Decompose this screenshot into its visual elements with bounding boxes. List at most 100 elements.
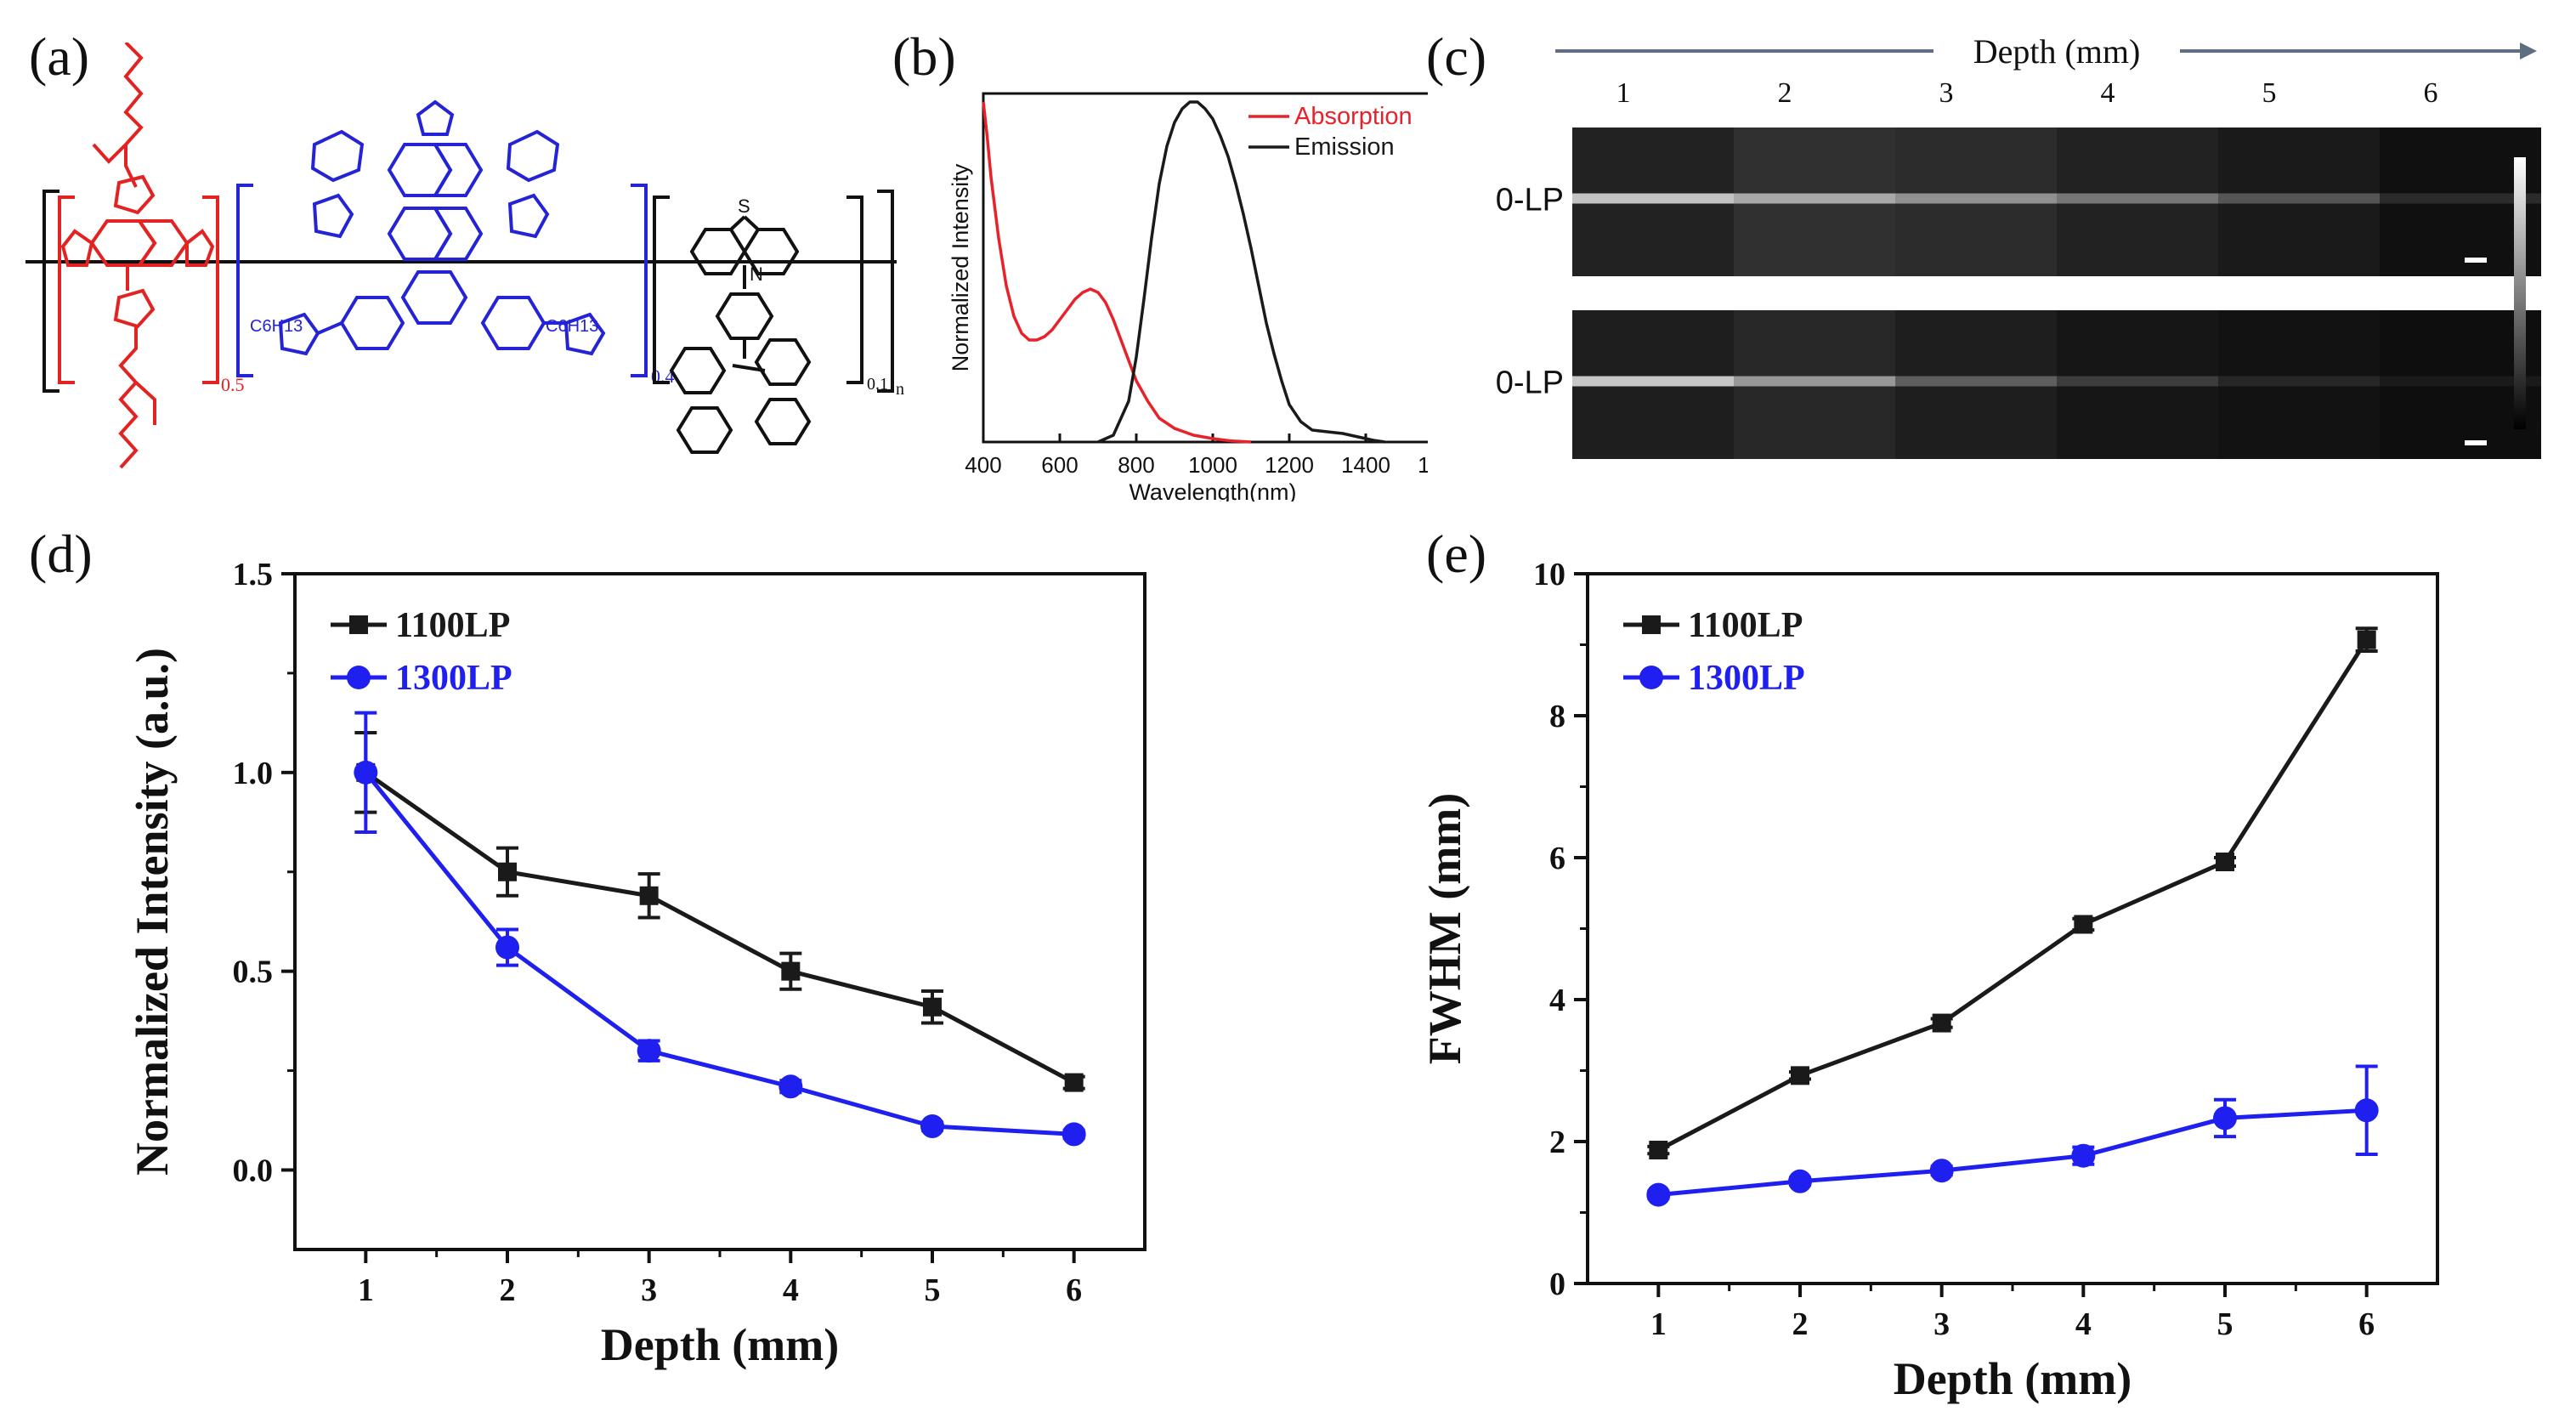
x-axis-label: Depth (mm) — [1894, 1353, 2132, 1404]
legend-label-1300lp: 1300LP — [1688, 659, 1805, 698]
glow-band-1-3 — [1895, 376, 2057, 387]
point-1100lp-2 — [1791, 1066, 1809, 1085]
y-axis-label: FWHM (mm) — [1419, 793, 1470, 1064]
x-tick-label-5: 1400 — [1341, 452, 1390, 478]
depth-arrowhead — [2520, 42, 2537, 60]
x-tick-label-6: 1600 — [1418, 452, 1428, 478]
x-tick-label-2: 3 — [1933, 1306, 1950, 1342]
glow-band-1-1 — [1572, 376, 1734, 387]
point-1300lp-5 — [920, 1114, 944, 1139]
y-tick-label-2: 1.0 — [233, 756, 274, 791]
x-tick-label-5: 6 — [2358, 1306, 2375, 1342]
point-1100lp-1 — [1649, 1141, 1668, 1160]
y-axis-label: Normalized Intensity — [948, 163, 973, 371]
colorbar-high-label: H — [2534, 157, 2541, 179]
chart-e-fwhm: 1 2 3 4 5 6 0 2 4 6 8 10 Depth (mm) FWHM (mm) 1100LP 13… — [1419, 557, 2439, 1404]
legend-label-1100lp: 1100LP — [395, 606, 510, 645]
label-c6h13-right: C6H13 — [546, 317, 598, 336]
point-1100lp-3 — [639, 886, 659, 905]
panel-label-c: (c) — [1426, 26, 1487, 87]
x-axis-label: Depth (mm) — [601, 1319, 839, 1370]
y-tick-label-1: 2 — [1549, 1125, 1565, 1160]
panel-label-e: (e) — [1426, 524, 1487, 584]
point-1300lp-3 — [637, 1039, 661, 1063]
legend-marker-1100lp — [349, 615, 368, 634]
glow-band-0-5 — [2218, 193, 2380, 204]
point-1300lp-6 — [1062, 1122, 1086, 1147]
scale-bar-0 — [2465, 258, 2487, 263]
series-line-absorption — [982, 101, 1252, 444]
x-axis-label: Wavelength(nm) — [1129, 479, 1296, 502]
x-tick-label-0: 1 — [1650, 1306, 1667, 1342]
glow-band-1-2 — [1734, 376, 1895, 387]
point-1100lp-4 — [781, 961, 801, 981]
panel-label-a: (a) — [29, 26, 90, 87]
glow-band-0-6 — [2380, 193, 2541, 204]
glow-band-1-6 — [2380, 376, 2541, 387]
legend-marker-1100lp — [1642, 615, 1661, 634]
legend-label-1100lp: 1100LP — [1688, 606, 1803, 645]
x-tick-label-4: 1200 — [1265, 452, 1314, 478]
subscript-n: n — [896, 380, 904, 399]
x-tick-label-2: 3 — [641, 1272, 657, 1308]
series-line-1300lp — [364, 771, 1074, 1136]
x-tick-label-3: 1000 — [1188, 452, 1237, 478]
depth-label-6: 6 — [2424, 77, 2438, 109]
atom-n: N — [750, 264, 763, 285]
x-tick-label-0: 1 — [358, 1272, 374, 1308]
legend-label-emission: Emission — [1294, 133, 1395, 161]
y-tick-label-0: 0.0 — [233, 1153, 274, 1188]
depth-label-3: 3 — [1939, 77, 1954, 109]
legend-label-absorption: Absorption — [1294, 103, 1413, 130]
red-monomer — [58, 42, 219, 469]
y-tick-label-3: 6 — [1549, 841, 1565, 876]
legend-marker-1300lp — [1639, 666, 1663, 689]
point-1100lp-6 — [2357, 630, 2376, 649]
point-1300lp-1 — [1646, 1182, 1671, 1207]
y-axis-label: Normalized Intensity (a.u.) — [127, 648, 178, 1176]
glow-band-0-4 — [2057, 193, 2218, 204]
colorbar-low-label: L — [2534, 418, 2541, 440]
y-tick-label-1: 0.5 — [233, 955, 274, 990]
atom-s: S — [738, 196, 750, 217]
point-1100lp-6 — [1064, 1073, 1084, 1092]
point-1300lp-2 — [495, 935, 519, 960]
point-1300lp-1 — [354, 760, 378, 785]
y-tick-label-2: 4 — [1549, 983, 1565, 1018]
row-label-1300-LP: 1300-LP — [1496, 366, 1564, 401]
panel-c-imaging: Depth (mm) 1 2 3 4 5 6 1100-LP 1300-LP H L — [1496, 32, 2541, 459]
glow-band-0-2 — [1734, 193, 1895, 204]
row-label-1100-LP: 1100-LP — [1496, 183, 1564, 218]
x-tick-label-3: 4 — [2075, 1306, 2092, 1342]
panel-label-d: (d) — [29, 524, 93, 584]
point-1100lp-2 — [498, 862, 517, 881]
x-tick-label-2: 800 — [1118, 452, 1154, 478]
depth-label-4: 4 — [2101, 77, 2115, 109]
point-1100lp-3 — [1932, 1013, 1951, 1033]
series-line-1100lp — [364, 770, 1075, 1085]
label-c6h13-left: C6H13 — [250, 317, 303, 336]
x-tick-label-3: 4 — [783, 1272, 799, 1308]
y-tick-label-3: 1.5 — [233, 557, 274, 592]
point-1300lp-5 — [2213, 1106, 2237, 1130]
x-tick-label-1: 600 — [1041, 452, 1078, 478]
colorbar — [2514, 157, 2526, 429]
subscript-0-1: 0.1 — [867, 375, 888, 394]
point-1300lp-2 — [1788, 1169, 1812, 1193]
point-1300lp-6 — [2354, 1098, 2379, 1123]
legend-label-1300lp: 1300LP — [395, 659, 512, 698]
depth-label-1: 1 — [1616, 77, 1631, 109]
series-line-emission — [1097, 100, 1385, 444]
depth-label-2: 2 — [1778, 77, 1792, 109]
scale-bar-1 — [2465, 440, 2487, 445]
x-tick-label-5: 6 — [1066, 1272, 1082, 1308]
depth-label-5: 5 — [2262, 77, 2277, 109]
x-tick-label-0: 400 — [965, 452, 1001, 478]
point-1300lp-3 — [1929, 1159, 1954, 1183]
point-1100lp-5 — [923, 997, 942, 1017]
x-tick-label-4: 5 — [925, 1272, 941, 1308]
blue-monomer — [236, 99, 648, 377]
glow-band-0-1 — [1572, 193, 1734, 204]
subscript-0-5: 0.5 — [221, 374, 245, 395]
point-1300lp-4 — [2071, 1143, 2096, 1168]
